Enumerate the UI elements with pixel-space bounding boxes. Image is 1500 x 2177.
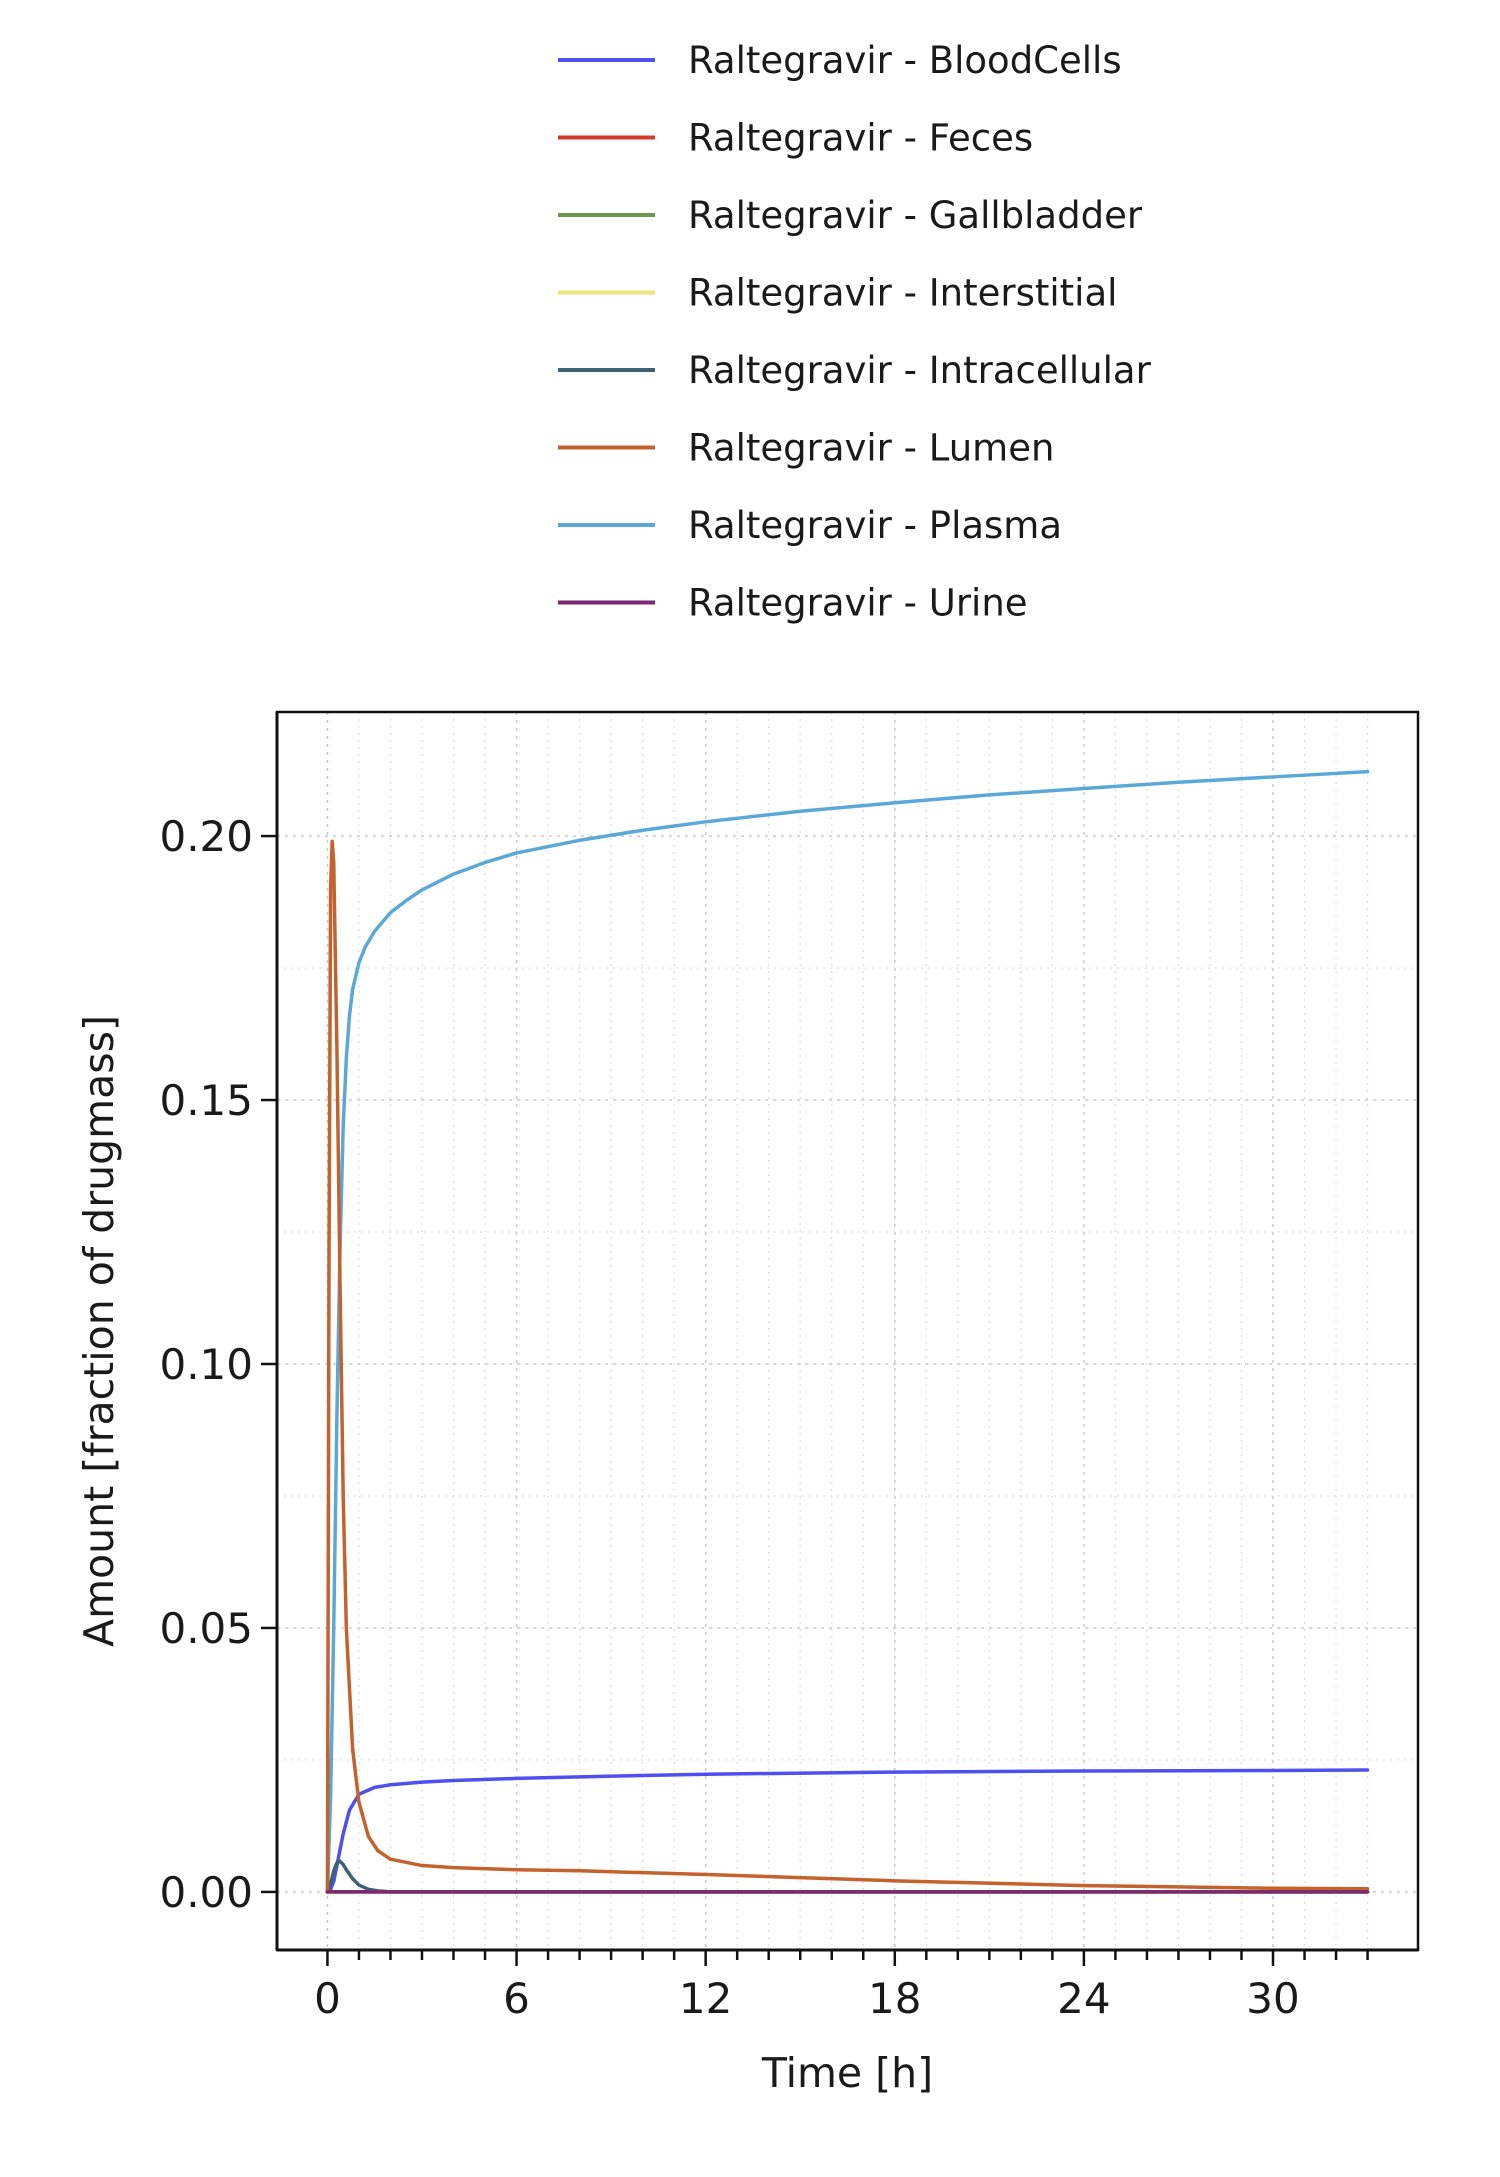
series-lines xyxy=(325,769,1370,1894)
legend-item: Raltegravir - Urine xyxy=(558,582,1028,625)
x-axis: 0 6 12 18 24 30 xyxy=(277,1948,1418,2023)
x-tick-label: 12 xyxy=(679,1974,732,2023)
x-tick-label: 0 xyxy=(314,1974,341,2023)
legend-label: Raltegravir - Feces xyxy=(688,117,1033,160)
x-axis-title: Time [h] xyxy=(761,2049,933,2097)
y-tick-label: 0.05 xyxy=(159,1604,253,1653)
series-line-lumen xyxy=(325,839,1370,1894)
plot-panel-border xyxy=(275,710,1420,1952)
legend-label: Raltegravir - Lumen xyxy=(688,427,1054,470)
legend-label: Raltegravir - BloodCells xyxy=(688,39,1122,82)
legend-item: Raltegravir - Intracellular xyxy=(558,349,1152,392)
x-tick-label: 24 xyxy=(1057,1974,1110,2023)
legend-label: Raltegravir - Interstitial xyxy=(688,272,1117,315)
y-tick-label: 0.15 xyxy=(159,1076,253,1125)
legend-item: Raltegravir - Gallbladder xyxy=(558,194,1143,237)
y-axis: 0.00 0.05 0.10 0.15 0.20 xyxy=(159,712,279,1950)
y-tick-label: 0.00 xyxy=(159,1868,253,1917)
legend-item: Raltegravir - Interstitial xyxy=(558,272,1117,315)
legend-label: Raltegravir - Urine xyxy=(688,582,1028,625)
legend-label: Raltegravir - Gallbladder xyxy=(688,194,1143,237)
y-tick-label: 0.10 xyxy=(159,1340,253,1389)
legend-label: Raltegravir - Plasma xyxy=(688,504,1062,547)
legend: Raltegravir - BloodCells Raltegravir - Fe… xyxy=(558,39,1152,625)
series-line-plasma xyxy=(325,769,1370,1894)
y-tick-label: 0.20 xyxy=(159,812,253,861)
y-axis-title: Amount [fraction of drugmass] xyxy=(75,1015,123,1647)
x-tick-label: 6 xyxy=(503,1974,530,2023)
series-line-bloodcells xyxy=(325,1768,1370,1894)
x-tick-label: 18 xyxy=(868,1974,921,2023)
x-tick-label: 30 xyxy=(1246,1974,1299,2023)
grid xyxy=(277,712,1418,1950)
legend-item: Raltegravir - BloodCells xyxy=(558,39,1122,82)
legend-item: Raltegravir - Plasma xyxy=(558,504,1062,547)
legend-item: Raltegravir - Feces xyxy=(558,117,1033,160)
legend-label: Raltegravir - Intracellular xyxy=(688,349,1152,392)
legend-item: Raltegravir - Lumen xyxy=(558,427,1054,470)
